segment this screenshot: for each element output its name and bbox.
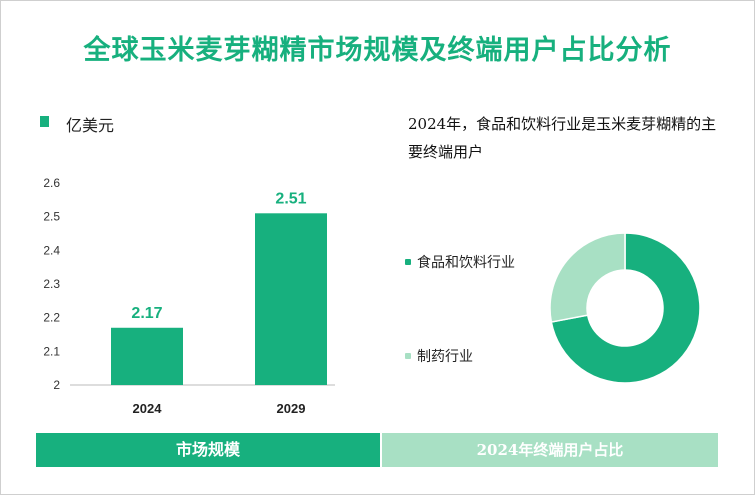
footer-end-user-share: 2024年终端用户占比	[382, 433, 718, 467]
donut-chart	[549, 232, 701, 384]
bar-chart: 2 2.1 2.2 2.3 2.4 2.5 2.6 2.17 2024 2.51 2029	[43, 176, 335, 416]
legend-dot-pharma	[405, 353, 411, 359]
page-title: 全球玉米麦芽糊精市场规模及终端用户占比分析	[83, 35, 672, 66]
pie-legend-label-food: 食品和饮料行业	[417, 255, 515, 271]
footer-market-size: 市场规模	[36, 433, 380, 467]
y-tick-label: 2	[53, 378, 60, 392]
y-tick-label: 2.5	[43, 210, 60, 224]
pie-note: 2024年，食品和饮料行业是玉米麦芽糊精的主要终端用户	[408, 115, 717, 161]
pie-legend-label-pharma: 制药行业	[417, 349, 473, 365]
y-tick-label: 2.3	[43, 277, 60, 291]
bar-2024	[111, 327, 183, 385]
y-tick-label: 2.2	[43, 311, 60, 325]
y-tick-label: 2.1	[43, 344, 60, 358]
legend-swatch	[40, 116, 49, 127]
legend-label: 亿美元	[66, 116, 115, 135]
bar-2029	[255, 213, 327, 385]
y-tick-label: 2.6	[43, 176, 60, 190]
x-category-label: 2024	[133, 401, 163, 416]
y-tick-label: 2.4	[43, 243, 60, 257]
x-category-label: 2029	[277, 401, 306, 416]
bar-value-label: 2.51	[275, 190, 306, 207]
donut-slice-food	[550, 232, 701, 384]
donut-slice-pharma	[549, 232, 626, 323]
legend-dot-food	[405, 259, 411, 265]
bar-value-label: 2.17	[131, 305, 162, 322]
